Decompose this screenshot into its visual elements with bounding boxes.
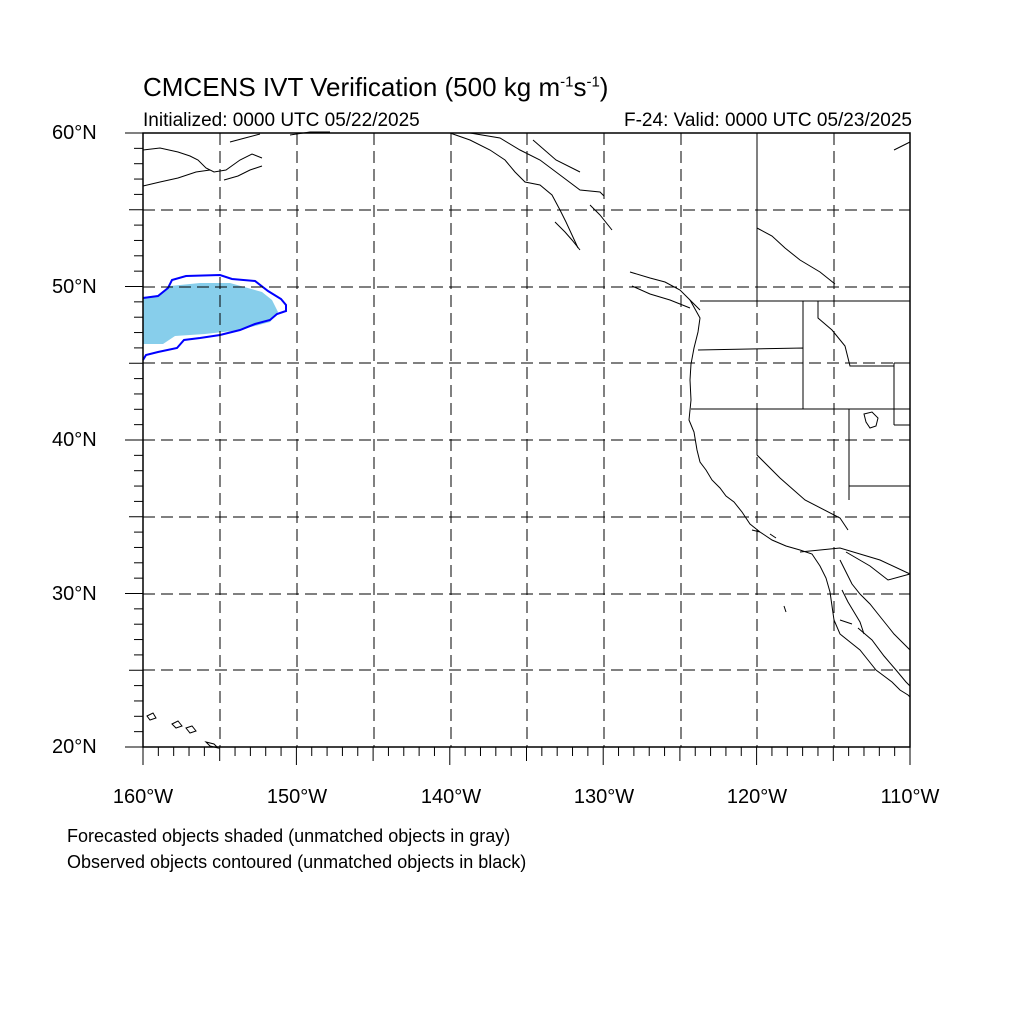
- lon-label-150w: 150°W: [266, 786, 328, 808]
- axis-ticks: [125, 132, 911, 765]
- great-salt-lake: [863, 411, 879, 429]
- footnote-forecast: Forecasted objects shaded (unmatched obj…: [67, 826, 511, 846]
- gulf-of-california: [839, 559, 911, 651]
- lat-label-30: 30°N: [52, 583, 97, 605]
- channel-islands: [751, 529, 787, 613]
- lat-label-60: 60°N: [52, 122, 97, 144]
- map-title: CMCENS IVT Verification (500 kg m-1s-1): [143, 72, 609, 102]
- lon-label-110w: 110°W: [880, 786, 940, 808]
- west-coast: [688, 299, 911, 698]
- forecast-object: [143, 283, 278, 344]
- alaska-coast: [142, 131, 330, 187]
- alaska-panhandle: [449, 132, 605, 249]
- hawaii-islands: [146, 712, 220, 749]
- canada-rivers: [756, 141, 911, 285]
- coastlines: [142, 131, 911, 749]
- political-boundaries: [532, 133, 911, 575]
- bc-coast-islands: [554, 204, 701, 311]
- valid-time: F-24: Valid: 0000 UTC 05/23/2025: [624, 110, 912, 131]
- lat-label-20: 20°N: [52, 736, 97, 758]
- lat-label-50: 50°N: [52, 276, 97, 298]
- mexico-inner: [845, 551, 911, 687]
- graticule: [143, 133, 910, 747]
- init-time: Initialized: 0000 UTC 05/22/2025: [143, 110, 420, 131]
- footnote-observed: Observed objects contoured (unmatched ob…: [67, 852, 527, 872]
- observed-object-contour: [142, 273, 287, 361]
- lon-label-160w: 160°W: [112, 786, 174, 808]
- lat-label-40: 40°N: [52, 429, 97, 451]
- lon-label-130w: 130°W: [573, 786, 635, 808]
- lon-label-140w: 140°W: [420, 786, 482, 808]
- lon-label-120w: 120°W: [726, 786, 788, 808]
